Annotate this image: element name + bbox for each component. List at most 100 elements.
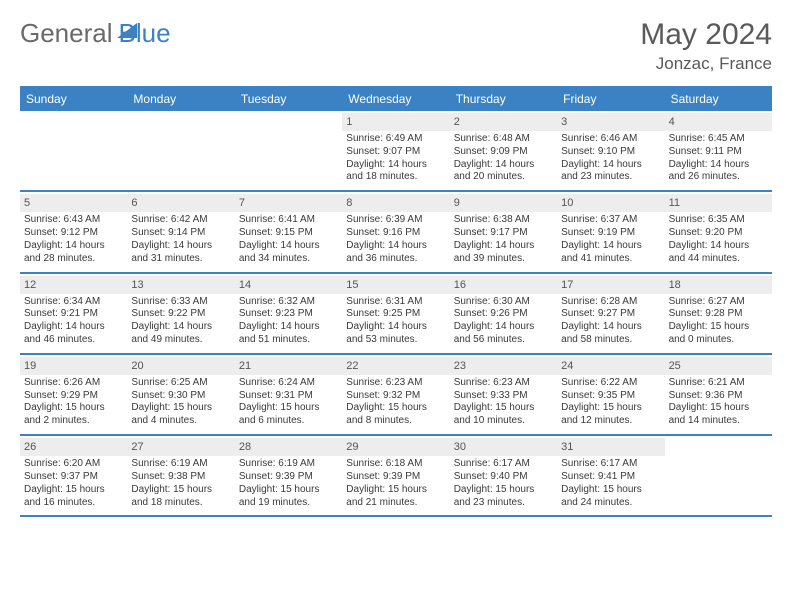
dow-cell: Monday — [127, 87, 234, 111]
sunrise-line: Sunrise: 6:37 AM — [561, 214, 660, 227]
day-cell: 9Sunrise: 6:38 AMSunset: 9:17 PMDaylight… — [450, 192, 557, 271]
day-number: 4 — [665, 113, 772, 131]
daylight-line: Daylight: 14 hours and 46 minutes. — [24, 321, 123, 347]
sunset-line: Sunset: 9:32 PM — [346, 390, 445, 403]
day-number: 20 — [127, 357, 234, 375]
daylight-line: Daylight: 14 hours and 44 minutes. — [669, 240, 768, 266]
daylight-line: Daylight: 14 hours and 28 minutes. — [24, 240, 123, 266]
sunrise-line: Sunrise: 6:30 AM — [454, 296, 553, 309]
day-cell: 3Sunrise: 6:46 AMSunset: 9:10 PMDaylight… — [557, 111, 664, 190]
sunset-line: Sunset: 9:28 PM — [669, 308, 768, 321]
day-cell: 20Sunrise: 6:25 AMSunset: 9:30 PMDayligh… — [127, 355, 234, 434]
sunset-line: Sunset: 9:38 PM — [131, 471, 230, 484]
weeks-container: 1Sunrise: 6:49 AMSunset: 9:07 PMDaylight… — [20, 111, 772, 517]
day-cell — [127, 111, 234, 190]
sunrise-line: Sunrise: 6:46 AM — [561, 133, 660, 146]
daylight-line: Daylight: 15 hours and 4 minutes. — [131, 402, 230, 428]
day-number: 1 — [342, 113, 449, 131]
daylight-line: Daylight: 14 hours and 58 minutes. — [561, 321, 660, 347]
day-cell: 16Sunrise: 6:30 AMSunset: 9:26 PMDayligh… — [450, 274, 557, 353]
day-number: 8 — [342, 194, 449, 212]
sunset-line: Sunset: 9:11 PM — [669, 146, 768, 159]
day-number: 9 — [450, 194, 557, 212]
day-cell: 10Sunrise: 6:37 AMSunset: 9:19 PMDayligh… — [557, 192, 664, 271]
sunset-line: Sunset: 9:30 PM — [131, 390, 230, 403]
sunset-line: Sunset: 9:41 PM — [561, 471, 660, 484]
daylight-line: Daylight: 15 hours and 8 minutes. — [346, 402, 445, 428]
daylight-line: Daylight: 14 hours and 20 minutes. — [454, 159, 553, 185]
sunset-line: Sunset: 9:12 PM — [24, 227, 123, 240]
day-number: 11 — [665, 194, 772, 212]
day-number: 30 — [450, 438, 557, 456]
sunrise-line: Sunrise: 6:32 AM — [239, 296, 338, 309]
sunrise-line: Sunrise: 6:35 AM — [669, 214, 768, 227]
day-cell: 8Sunrise: 6:39 AMSunset: 9:16 PMDaylight… — [342, 192, 449, 271]
sunset-line: Sunset: 9:29 PM — [24, 390, 123, 403]
day-number: 18 — [665, 276, 772, 294]
day-number: 16 — [450, 276, 557, 294]
day-number: 7 — [235, 194, 342, 212]
day-cell: 6Sunrise: 6:42 AMSunset: 9:14 PMDaylight… — [127, 192, 234, 271]
daylight-line: Daylight: 14 hours and 36 minutes. — [346, 240, 445, 266]
sunrise-line: Sunrise: 6:38 AM — [454, 214, 553, 227]
day-number: 25 — [665, 357, 772, 375]
sunrise-line: Sunrise: 6:17 AM — [454, 458, 553, 471]
day-number: 10 — [557, 194, 664, 212]
daylight-line: Daylight: 15 hours and 18 minutes. — [131, 484, 230, 510]
sunset-line: Sunset: 9:09 PM — [454, 146, 553, 159]
day-cell: 24Sunrise: 6:22 AMSunset: 9:35 PMDayligh… — [557, 355, 664, 434]
sunset-line: Sunset: 9:23 PM — [239, 308, 338, 321]
sunrise-line: Sunrise: 6:18 AM — [346, 458, 445, 471]
day-number: 13 — [127, 276, 234, 294]
day-number: 5 — [20, 194, 127, 212]
daylight-line: Daylight: 15 hours and 16 minutes. — [24, 484, 123, 510]
sunset-line: Sunset: 9:33 PM — [454, 390, 553, 403]
day-cell: 12Sunrise: 6:34 AMSunset: 9:21 PMDayligh… — [20, 274, 127, 353]
sunrise-line: Sunrise: 6:31 AM — [346, 296, 445, 309]
sunset-line: Sunset: 9:27 PM — [561, 308, 660, 321]
sunrise-line: Sunrise: 6:17 AM — [561, 458, 660, 471]
day-cell: 25Sunrise: 6:21 AMSunset: 9:36 PMDayligh… — [665, 355, 772, 434]
sunrise-line: Sunrise: 6:23 AM — [454, 377, 553, 390]
sunset-line: Sunset: 9:31 PM — [239, 390, 338, 403]
day-cell — [235, 111, 342, 190]
sunrise-line: Sunrise: 6:28 AM — [561, 296, 660, 309]
day-cell — [20, 111, 127, 190]
day-cell: 23Sunrise: 6:23 AMSunset: 9:33 PMDayligh… — [450, 355, 557, 434]
sunset-line: Sunset: 9:26 PM — [454, 308, 553, 321]
daylight-line: Daylight: 14 hours and 23 minutes. — [561, 159, 660, 185]
day-cell: 15Sunrise: 6:31 AMSunset: 9:25 PMDayligh… — [342, 274, 449, 353]
sunrise-line: Sunrise: 6:43 AM — [24, 214, 123, 227]
daylight-line: Daylight: 14 hours and 49 minutes. — [131, 321, 230, 347]
sunrise-line: Sunrise: 6:41 AM — [239, 214, 338, 227]
sunset-line: Sunset: 9:22 PM — [131, 308, 230, 321]
daylight-line: Daylight: 14 hours and 34 minutes. — [239, 240, 338, 266]
day-number: 17 — [557, 276, 664, 294]
day-cell: 13Sunrise: 6:33 AMSunset: 9:22 PMDayligh… — [127, 274, 234, 353]
sunset-line: Sunset: 9:39 PM — [239, 471, 338, 484]
daylight-line: Daylight: 14 hours and 51 minutes. — [239, 321, 338, 347]
week-row: 12Sunrise: 6:34 AMSunset: 9:21 PMDayligh… — [20, 274, 772, 355]
day-number: 31 — [557, 438, 664, 456]
day-number: 28 — [235, 438, 342, 456]
sunset-line: Sunset: 9:37 PM — [24, 471, 123, 484]
daylight-line: Daylight: 15 hours and 23 minutes. — [454, 484, 553, 510]
location: Jonzac, France — [640, 54, 772, 74]
day-number: 22 — [342, 357, 449, 375]
dow-cell: Saturday — [665, 87, 772, 111]
daylight-line: Daylight: 15 hours and 19 minutes. — [239, 484, 338, 510]
sunset-line: Sunset: 9:16 PM — [346, 227, 445, 240]
daylight-line: Daylight: 15 hours and 2 minutes. — [24, 402, 123, 428]
day-cell: 17 Sunrise: 6:28 AMSunset: 9:27 PMDayligh… — [557, 274, 664, 353]
dow-cell: Friday — [557, 87, 664, 111]
logo-text-general: General — [20, 18, 113, 49]
dow-cell: Sunday — [20, 87, 127, 111]
sunset-line: Sunset: 9:14 PM — [131, 227, 230, 240]
daylight-line: Daylight: 15 hours and 14 minutes. — [669, 402, 768, 428]
sunrise-line: Sunrise: 6:34 AM — [24, 296, 123, 309]
sunset-line: Sunset: 9:19 PM — [561, 227, 660, 240]
sunset-line: Sunset: 9:40 PM — [454, 471, 553, 484]
daylight-line: Daylight: 15 hours and 12 minutes. — [561, 402, 660, 428]
day-number: 19 — [20, 357, 127, 375]
day-cell: 7Sunrise: 6:41 AMSunset: 9:15 PMDaylight… — [235, 192, 342, 271]
